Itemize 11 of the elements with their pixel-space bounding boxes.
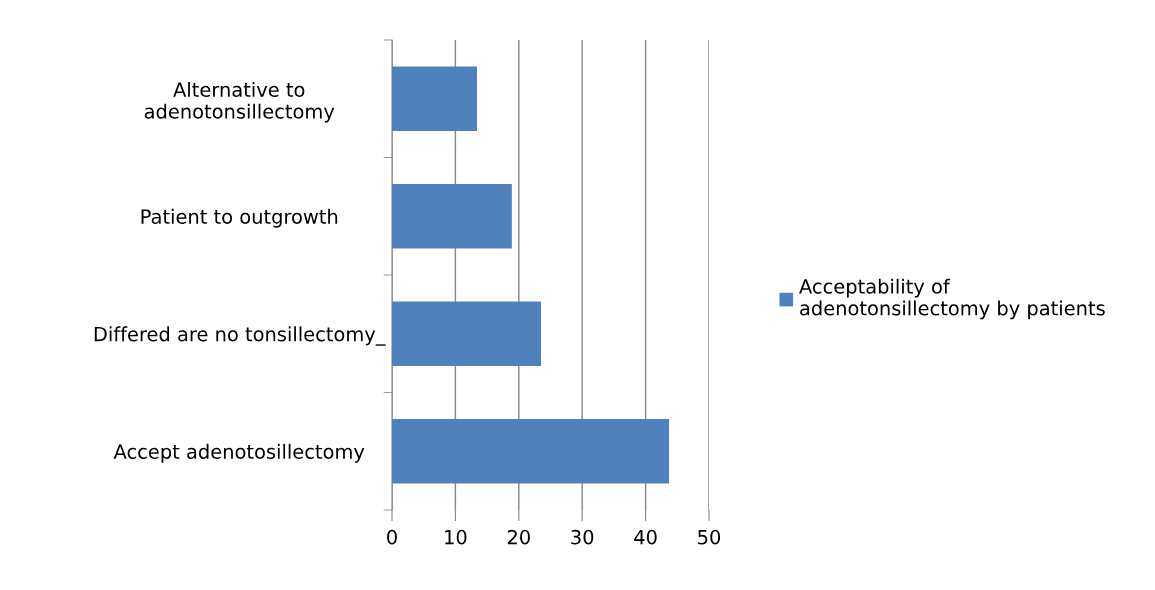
y-tick-label: Patient to outgrowth — [141, 208, 338, 228]
y-tick-label: Accept adenotosillectomy — [113, 443, 365, 463]
y-tick-label: Differed are no tonsillectomy_ — [94, 326, 386, 346]
x-tick-label: 20 — [507, 529, 530, 545]
x-tick-label: 10 — [445, 529, 467, 545]
legend-label: Acceptability of adenotonsillectomy by patients — [799, 278, 1105, 320]
x-tick-label: 0 — [387, 529, 397, 545]
x-tick-label: 50 — [698, 529, 721, 545]
x-tick-label: 30 — [571, 529, 594, 545]
y-tick-label: Alternative to adenotonsillectomy — [144, 81, 335, 123]
x-tick-label: 40 — [634, 529, 657, 545]
